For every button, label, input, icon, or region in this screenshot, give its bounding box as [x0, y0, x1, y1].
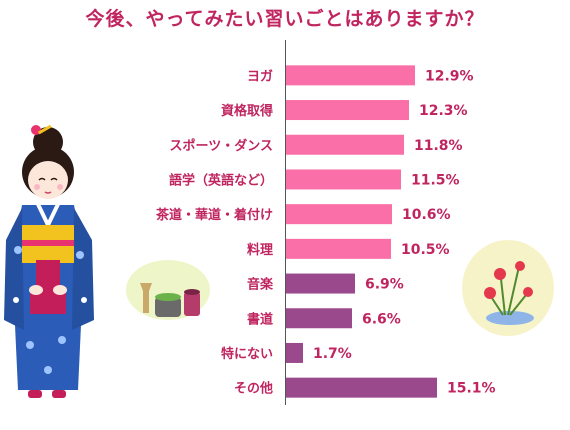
bar — [286, 169, 401, 190]
value-label: 11.5% — [411, 172, 460, 188]
category-label: 音楽 — [247, 277, 274, 293]
value-label: 6.6% — [362, 311, 401, 327]
category-label: 資格取得 — [221, 103, 273, 119]
bar — [286, 273, 355, 294]
bar — [286, 377, 437, 398]
category-label: 茶道・華道・着付け — [156, 207, 273, 223]
category-label: 特にない — [221, 346, 273, 362]
category-label: その他 — [234, 381, 273, 397]
bar — [286, 238, 391, 259]
category-label: 書道 — [247, 311, 273, 327]
bar — [286, 204, 392, 225]
category-label: スポーツ・ダンス — [170, 138, 273, 154]
tea-ceremony-set-illustration — [126, 260, 210, 320]
kimono-woman-illustration — [4, 124, 94, 398]
value-label: 10.6% — [402, 207, 451, 223]
bar — [286, 342, 303, 363]
value-label: 15.1% — [447, 381, 496, 397]
category-label: 語学（英語など） — [169, 172, 273, 188]
category-label: 料理 — [247, 242, 273, 258]
value-label: 1.7% — [313, 346, 352, 362]
bar — [286, 65, 415, 86]
bar — [286, 308, 352, 329]
bar-group: ヨガ 12.9% 資格取得 12.3% スポーツ・ダンス 11.8% 語学（英語など） 11.… — [156, 65, 496, 398]
chart-title: 今後、やってみたい習いごとはありますか？ — [85, 8, 485, 30]
bar — [286, 134, 404, 155]
value-label: 6.9% — [365, 277, 404, 293]
value-label: 11.8% — [414, 138, 463, 154]
value-label: 10.5% — [401, 242, 450, 258]
category-label: ヨガ — [247, 69, 273, 84]
value-label: 12.3% — [419, 103, 468, 119]
flower-arrangement-illustration — [462, 240, 554, 336]
bar — [286, 100, 409, 121]
value-label: 12.9% — [425, 68, 474, 84]
